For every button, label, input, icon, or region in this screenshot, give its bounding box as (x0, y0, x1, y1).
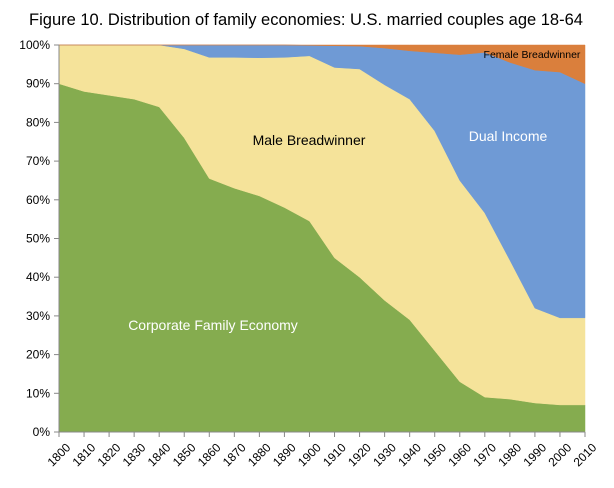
y-tick-label: 100% (19, 38, 50, 52)
y-tick-label: 90% (26, 77, 50, 91)
x-tick-label: 1880 (245, 440, 274, 469)
x-tick-label: 1860 (195, 440, 224, 469)
area-female-breadwinner (59, 44, 586, 85)
x-tick-label: 1850 (170, 440, 199, 469)
y-tick-label: 20% (26, 348, 50, 362)
chart-title: Figure 10. Distribution of family econom… (29, 11, 583, 29)
x-tick-label: 1800 (45, 440, 74, 469)
x-tick-label: 1820 (95, 440, 124, 469)
label-female-breadwinner: Female Breadwinner (484, 49, 581, 61)
y-tick-label: 30% (26, 309, 50, 323)
y-tick-label: 0% (33, 425, 51, 439)
label-dual-income: Dual Income (469, 128, 548, 144)
x-tick-label: 2010 (571, 440, 600, 469)
x-tick-label: 1920 (345, 440, 374, 469)
x-tick-label: 1840 (145, 440, 174, 469)
x-tick-label: 1910 (320, 440, 349, 469)
x-axis: 1800181018201830184018501860187018801890… (45, 432, 600, 469)
x-tick-label: 1990 (520, 440, 549, 469)
y-tick-label: 60% (26, 193, 50, 207)
y-tick-label: 40% (26, 270, 50, 284)
x-tick-label: 1930 (370, 440, 399, 469)
x-tick-label: 2000 (546, 440, 575, 469)
x-tick-label: 1890 (270, 440, 299, 469)
plot-areas (58, 44, 586, 433)
y-tick-label: 80% (26, 115, 50, 129)
label-male-breadwinner: Male Breadwinner (253, 132, 366, 148)
x-tick-label: 1830 (120, 440, 149, 469)
y-axis: 0% 10% 20% 30% 40% 50% 60% 70% 80% 90% 100% (19, 38, 59, 439)
x-tick-label: 1900 (295, 440, 324, 469)
x-tick-label: 1980 (495, 440, 524, 469)
x-tick-label: 1810 (70, 440, 99, 469)
y-tick-label: 50% (26, 232, 50, 246)
x-tick-label: 1870 (220, 440, 249, 469)
x-tick-label: 1950 (420, 440, 449, 469)
label-corporate-family-economy: Corporate Family Economy (128, 317, 298, 333)
x-tick-label: 1940 (395, 440, 424, 469)
y-tick-label: 70% (26, 154, 50, 168)
y-tick-label: 10% (26, 386, 50, 400)
x-tick-label: 1970 (470, 440, 499, 469)
x-tick-label: 1960 (445, 440, 474, 469)
series-labels: Corporate Family Economy Male Breadwinne… (128, 49, 581, 333)
